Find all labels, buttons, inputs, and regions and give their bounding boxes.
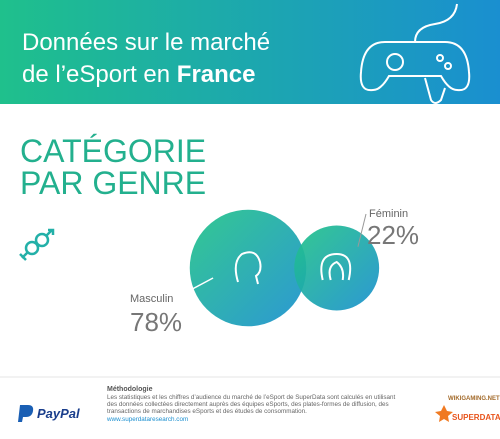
header-title: de l’eSport en France <box>22 61 255 88</box>
header-title-bold: France <box>177 61 256 88</box>
gender-icon <box>19 228 55 261</box>
partner-logo: SUPERDATA <box>452 413 500 422</box>
header-band <box>0 0 500 104</box>
footer-heading: Méthodologie <box>107 386 153 393</box>
chart-title: PAR GENRE <box>20 165 206 201</box>
header-title: Données sur le marché <box>22 29 270 56</box>
header-title-part: de l’eSport en <box>22 61 170 88</box>
sponsor-logo: PayPal <box>37 406 80 421</box>
category-label: Féminin <box>369 208 408 220</box>
partner-logo: WIKIGAMING.NET <box>448 396 500 402</box>
footer-text: Les statistiques et les chiffres d’audie… <box>107 394 396 401</box>
footer-text: transactions de marchandises eSports et … <box>107 408 307 415</box>
value-label: 22% <box>367 220 419 250</box>
category-label: Masculin <box>130 293 173 305</box>
superdata-star <box>435 405 453 422</box>
footer-url: www.superdataresearch.com <box>106 416 188 423</box>
chart-title: CATÉGORIE <box>20 133 206 169</box>
value-label: 78% <box>130 307 182 337</box>
male-face-icon <box>234 251 262 285</box>
bubble <box>189 209 307 327</box>
controller-icon <box>359 3 471 104</box>
bubble <box>294 225 380 311</box>
leader-line <box>167 277 214 303</box>
leader-line <box>357 213 367 247</box>
paypal-icon <box>18 405 34 422</box>
female-face-icon <box>320 252 352 281</box>
footer-text: des données collectées directement auprè… <box>107 401 389 408</box>
